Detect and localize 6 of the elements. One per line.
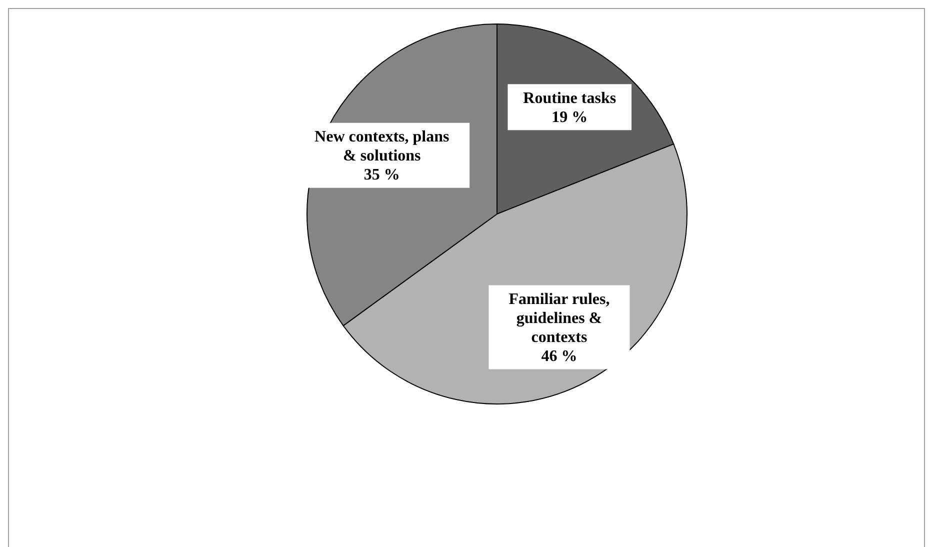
data-label: 46 %: [541, 348, 578, 366]
slice-label: Familiar rules, guidelines & contexts: [508, 291, 610, 346]
slice-label: Routine tasks: [523, 90, 616, 107]
slice-label: New contexts, plans & solutions: [314, 128, 450, 165]
data-label: 35 %: [364, 166, 400, 184]
data-label: 19 %: [552, 108, 588, 126]
